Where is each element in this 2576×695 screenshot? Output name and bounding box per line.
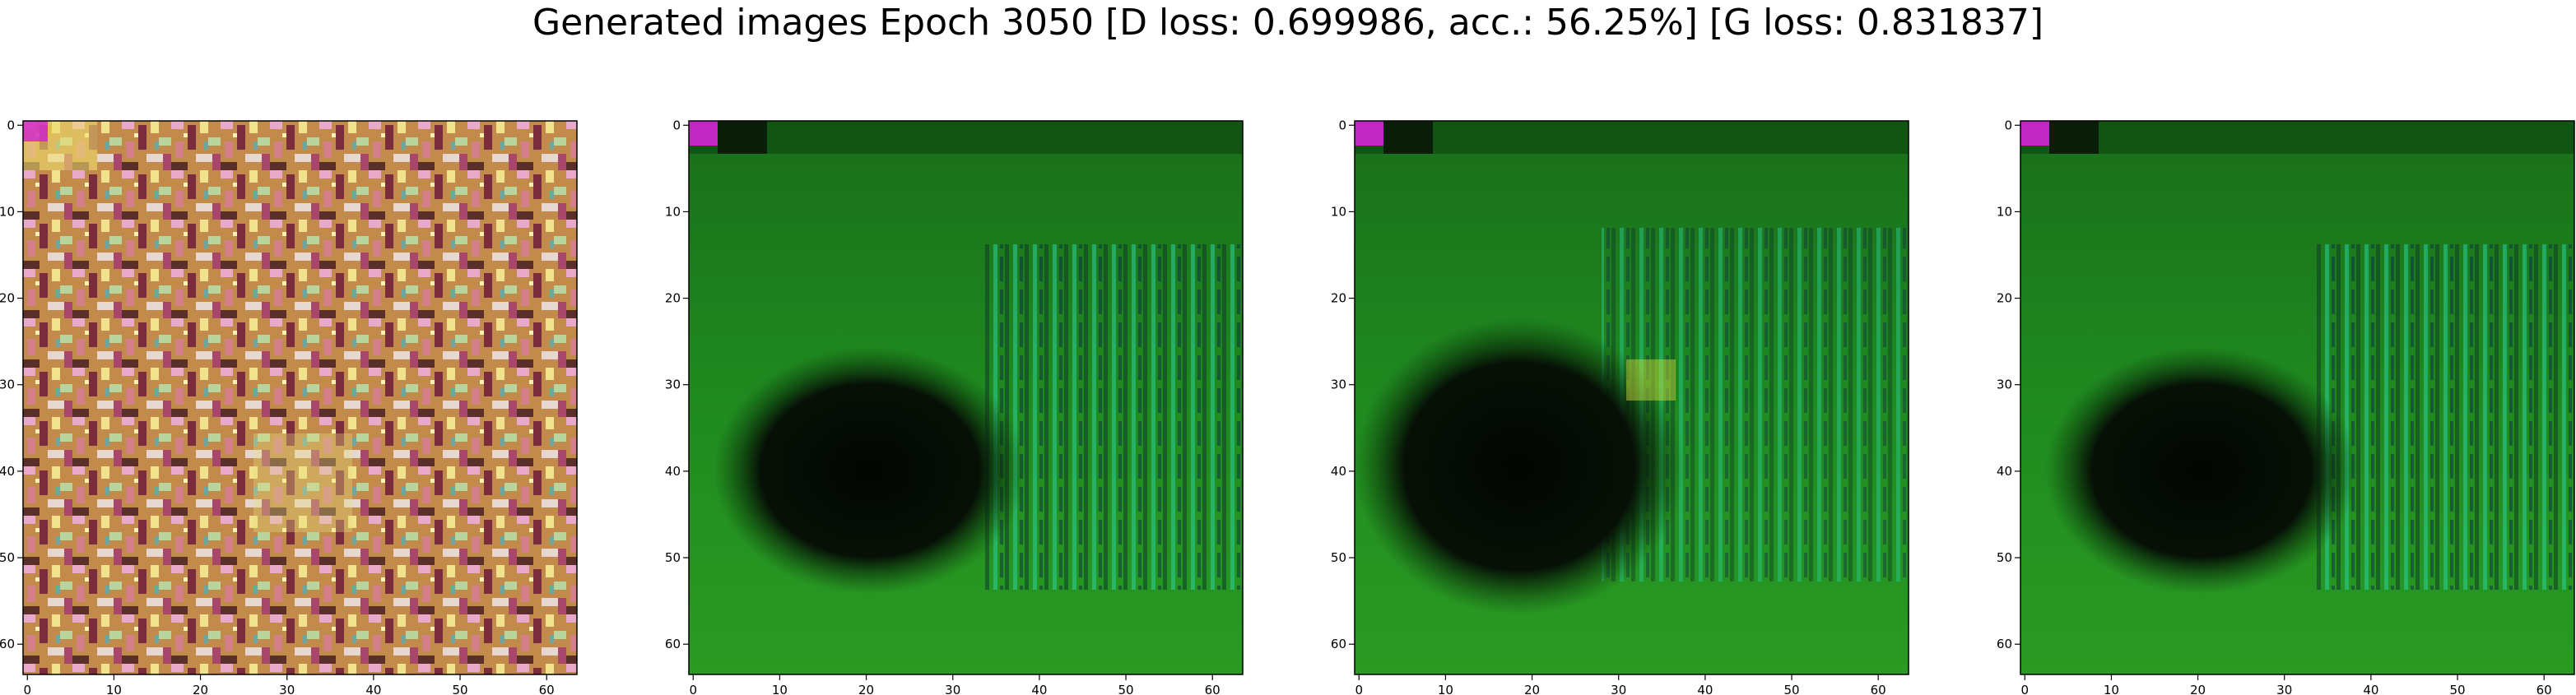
- panel-1: 0 10 20 30 40 50 60 0 10 20 30 40 50 60: [0, 118, 578, 695]
- panel-1-xaxis: 0 10 20 30 40 50 60: [23, 674, 555, 695]
- y-tick-label: 10: [1331, 204, 1346, 219]
- panel-2-yaxis: 0 10 20 30 40 50 60: [665, 118, 689, 651]
- x-tick-label: 40: [365, 683, 381, 695]
- panel-4: 0 10 20 30 40 50 60 0 10 20 30 40 50 60: [1997, 118, 2575, 695]
- panel-2-xaxis: 0 10 20 30 40 50 60: [689, 674, 1221, 695]
- y-tick-label: 10: [0, 204, 15, 219]
- x-tick-label: 40: [1697, 683, 1713, 695]
- y-tick-label: 50: [1331, 550, 1346, 565]
- x-tick-label: 0: [689, 683, 697, 695]
- y-tick-label: 0: [2004, 118, 2012, 132]
- panel-2: 0 10 20 30 40 50 60 0 10 20 30 40 50 60: [665, 118, 1244, 695]
- x-tick-label: 20: [193, 683, 208, 695]
- x-tick-label: 30: [1611, 683, 1626, 695]
- x-tick-label: 30: [2276, 683, 2292, 695]
- y-tick-label: 50: [1997, 550, 2012, 565]
- y-tick-label: 30: [665, 378, 681, 392]
- y-tick-label: 20: [665, 291, 681, 306]
- panel-4-xaxis: 0 10 20 30 40 50 60: [2020, 674, 2552, 695]
- figure-title: Generated images Epoch 3050 [D loss: 0.6…: [532, 2, 2044, 44]
- y-tick-label: 40: [1997, 464, 2012, 479]
- x-tick-label: 10: [106, 683, 122, 695]
- x-tick-label: 40: [2363, 683, 2378, 695]
- x-tick-label: 60: [539, 683, 555, 695]
- y-tick-label: 40: [1331, 464, 1346, 479]
- y-tick-label: 40: [0, 464, 15, 479]
- x-tick-label: 30: [279, 683, 295, 695]
- y-tick-label: 50: [665, 550, 681, 565]
- panel-1-yaxis: 0 10 20 30 40 50 60: [0, 118, 23, 651]
- panel-1-image: [23, 121, 577, 674]
- y-tick-label: 60: [0, 637, 15, 651]
- x-tick-label: 0: [1355, 683, 1363, 695]
- x-tick-label: 50: [1118, 683, 1133, 695]
- panel-4-frame: [2020, 120, 2575, 675]
- x-tick-label: 40: [1031, 683, 1047, 695]
- y-tick-label: 0: [672, 118, 681, 132]
- panel-4-image: [2020, 121, 2574, 674]
- y-tick-label: 30: [0, 378, 15, 392]
- x-tick-label: 50: [452, 683, 467, 695]
- y-tick-label: 30: [1997, 378, 2012, 392]
- x-tick-label: 20: [858, 683, 874, 695]
- x-tick-label: 10: [1438, 683, 1453, 695]
- x-tick-label: 60: [1871, 683, 1886, 695]
- x-tick-label: 0: [2020, 683, 2029, 695]
- x-tick-label: 20: [1524, 683, 1540, 695]
- panel-3-xaxis: 0 10 20 30 40 50 60: [1355, 674, 1886, 695]
- y-tick-label: 60: [1997, 637, 2012, 651]
- x-tick-label: 10: [2104, 683, 2119, 695]
- y-tick-label: 0: [7, 118, 15, 132]
- panel-3-image: [1355, 121, 1909, 674]
- x-tick-label: 60: [2536, 683, 2552, 695]
- y-tick-label: 20: [1331, 291, 1346, 306]
- y-tick-label: 20: [0, 291, 15, 306]
- x-tick-label: 30: [945, 683, 960, 695]
- x-tick-label: 50: [1783, 683, 1799, 695]
- x-tick-label: 60: [1205, 683, 1221, 695]
- panel-3: 0 10 20 30 40 50 60 0 10 20 30 40 50 60: [1331, 118, 1909, 695]
- panel-3-frame: [1354, 120, 1909, 675]
- panel-2-frame: [688, 120, 1244, 675]
- y-tick-label: 50: [0, 550, 15, 565]
- panel-2-image: [689, 121, 1243, 674]
- y-tick-label: 10: [665, 204, 681, 219]
- panel-1-frame: [22, 120, 578, 675]
- y-tick-label: 10: [1997, 204, 2012, 219]
- y-tick-label: 60: [1331, 637, 1346, 651]
- panel-4-yaxis: 0 10 20 30 40 50 60: [1997, 118, 2020, 651]
- x-tick-label: 10: [772, 683, 788, 695]
- y-tick-label: 60: [665, 637, 681, 651]
- y-tick-label: 30: [1331, 378, 1346, 392]
- y-tick-label: 40: [665, 464, 681, 479]
- x-tick-label: 0: [23, 683, 31, 695]
- panel-3-yaxis: 0 10 20 30 40 50 60: [1331, 118, 1355, 651]
- x-tick-label: 50: [2449, 683, 2465, 695]
- y-tick-label: 20: [1997, 291, 2012, 306]
- x-tick-label: 20: [2190, 683, 2206, 695]
- y-tick-label: 0: [1338, 118, 1346, 132]
